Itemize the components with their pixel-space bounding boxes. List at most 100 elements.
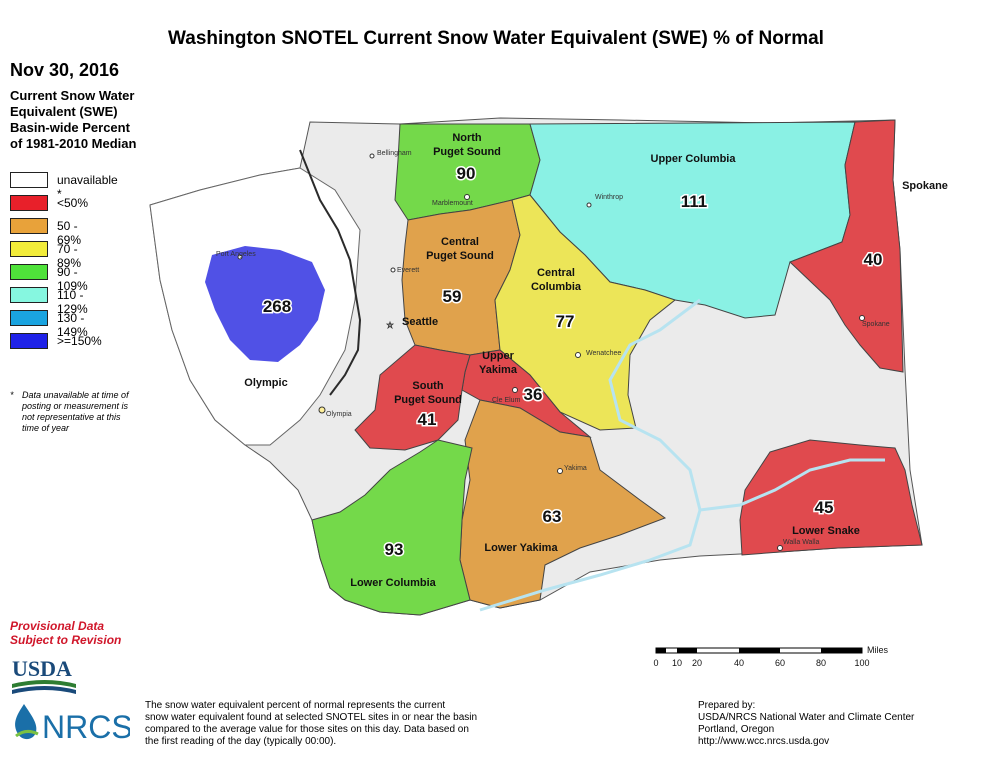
city-label: Olympia (326, 411, 352, 418)
columbia-river (479, 298, 702, 612)
legend-note-text: Data unavailable at time of posting or m… (22, 390, 129, 433)
city-label: Port Angeles (216, 251, 256, 258)
scale-tick: 40 (734, 658, 744, 668)
scale-tick: 100 (854, 658, 869, 668)
legend-label: 130 - 149% (57, 311, 88, 339)
legend-label: unavailable * (57, 173, 118, 201)
city-label: Everett (397, 267, 419, 274)
city-label: Spokane (862, 321, 890, 328)
basin-lower-columbia (311, 439, 473, 616)
legend-heading: Current Snow Water Equivalent (SWE) Basi… (10, 88, 210, 152)
provisional-line: Subject to Revision (10, 633, 122, 647)
legend-heading-line: Basin-wide Percent (10, 120, 130, 135)
legend-note-star: * (10, 390, 14, 400)
puget-sound-water (299, 149, 362, 396)
scale-bar: Miles 0 10 20 40 60 80 100 (653, 645, 888, 668)
basin-label-upper-columbia: Upper Columbia (651, 153, 737, 165)
provisional-notice: Provisional Data Subject to Revision (10, 619, 121, 647)
city-label-seattle: Seattle (402, 316, 438, 328)
basin-value-central-columbia: 77 (556, 312, 575, 331)
basin-label-lower-columbia: Lower Columbia (350, 577, 436, 589)
basin-label-upper-yakima: Yakima (479, 364, 518, 376)
prepared-line: USDA/NRCS National Water and Climate Cen… (698, 712, 915, 723)
basin-value-north-puget-sound: 90 (457, 164, 476, 183)
legend-label: 90 - 109% (57, 265, 88, 293)
legend-heading-line: Current Snow Water (10, 88, 135, 103)
city-label: Winthrop (595, 194, 623, 201)
basin-lower-yakima (459, 399, 667, 609)
city-markers: Bellingham Marblemount Winthrop Port Ang… (216, 150, 890, 551)
legend-note: * Data unavailable at time of posting or… (10, 390, 140, 434)
footnote-line: the first reading of the day (typically … (145, 736, 337, 747)
legend-swatch (10, 218, 48, 234)
nrcs-logo-mark: NRCS (15, 704, 133, 745)
scale-tick: 20 (692, 658, 702, 668)
legend-swatch (10, 264, 48, 280)
nrcs-logo: NRCS (10, 700, 133, 755)
scale-unit: Miles (867, 645, 889, 655)
map-title: Washington SNOTEL Current Snow Water Equ… (168, 28, 824, 49)
basin-label-spokane: Spokane (902, 180, 948, 192)
basin-label-olympic: Olympic (244, 377, 287, 389)
usda-logo: USDA (10, 654, 80, 701)
basin-label-central-puget-sound: Central (441, 236, 479, 248)
city-label: Walla Walla (783, 539, 820, 546)
usda-logo-text: USDA (12, 656, 72, 681)
legend-label: 110 - 129% (57, 288, 88, 316)
basin-label-lower-snake: Lower Snake (792, 525, 860, 537)
scale-tick: 0 (653, 658, 658, 668)
basin-central-columbia (494, 194, 677, 431)
legend-swatch (10, 333, 48, 349)
legend-swatch (10, 195, 48, 211)
basin-label-south-puget-sound: Puget Sound (394, 394, 462, 406)
basin-value-central-puget-sound: 59 (443, 287, 462, 306)
snake-river (699, 458, 885, 512)
footnote: The snow water equivalent percent of nor… (145, 700, 565, 748)
basin-label-south-puget-sound: South (412, 380, 443, 392)
basin-value-olympic: 268 (263, 297, 291, 316)
prepared-by: Prepared by: USDA/NRCS National Water an… (698, 700, 914, 748)
basin-label-north-puget-sound: Puget Sound (433, 146, 501, 158)
basin-value-south-puget-sound: 41 (418, 410, 437, 429)
basin-value-lower-columbia: 93 (385, 540, 404, 559)
scale-tick: 80 (816, 658, 826, 668)
basin-value-spokane: 40 (864, 250, 883, 269)
basin-label-central-columbia: Columbia (531, 281, 582, 293)
legend-swatch (10, 241, 48, 257)
footnote-line: snow water equivalent found at selected … (145, 712, 478, 723)
basin-label-central-puget-sound: Puget Sound (426, 250, 494, 262)
basin-value-lower-yakima: 63 (543, 507, 562, 526)
basin-label-north-puget-sound: North (452, 132, 482, 144)
legend-heading-line: of 1981-2010 Median (10, 136, 137, 151)
basin-spokane (789, 119, 904, 373)
basin-south-puget-sound (354, 344, 471, 451)
basin-label-central-columbia: Central (537, 267, 575, 279)
prepared-line: Prepared by: (698, 700, 756, 711)
legend-swatch (10, 172, 48, 188)
legend-heading-line: Equivalent (SWE) (10, 104, 118, 119)
legend-swatch (10, 310, 48, 326)
legend-label: <50% (57, 196, 89, 210)
prepared-line: Portland, Oregon (698, 724, 775, 735)
basin-lower-snake (739, 439, 923, 556)
city-label: Cle Elum (492, 397, 521, 404)
scale-tick: 60 (775, 658, 785, 668)
provisional-line: Provisional Data (10, 619, 105, 633)
prepared-url[interactable]: http://www.wcc.nrcs.usda.gov (698, 736, 830, 747)
legend-label: >=150% (57, 334, 102, 348)
footnote-line: The snow water equivalent percent of nor… (145, 700, 446, 711)
basin-label-upper-yakima: Upper (482, 350, 515, 362)
olympic-snow-core (205, 246, 325, 362)
nrcs-logo-text: NRCS (42, 709, 130, 745)
legend-swatch (10, 287, 48, 303)
legend-label: 70 - 89% (57, 242, 82, 270)
city-label: Wenatchee (586, 350, 621, 357)
basin-value-upper-yakima: 36 (524, 385, 543, 404)
map-date: Nov 30, 2016 (10, 60, 120, 80)
basin-label-lower-yakima: Lower Yakima (484, 542, 558, 554)
city-label: Yakima (564, 465, 587, 472)
footnote-line: compared to the average value for those … (145, 724, 469, 735)
basin-value-lower-snake: 45 (815, 498, 834, 517)
legend-label: 50 - 69% (57, 219, 82, 247)
